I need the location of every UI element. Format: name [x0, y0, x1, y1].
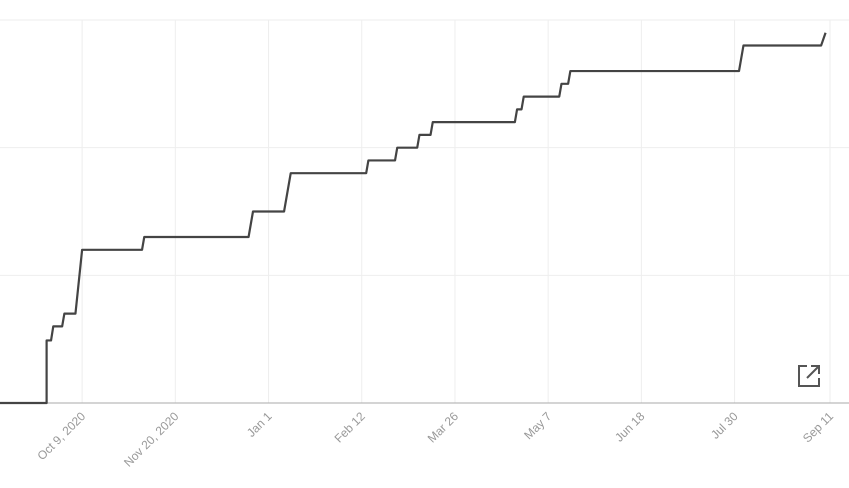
x-tick-label: Mar 26	[425, 409, 462, 446]
data-line	[0, 32, 827, 405]
x-tick-label: Jan 1	[244, 409, 275, 440]
icon-arrow	[806, 365, 820, 379]
x-tick-label: Oct 9, 2020	[34, 409, 88, 463]
x-tick-label: Jun 18	[612, 409, 648, 445]
x-tick-label: Jul 30	[708, 409, 741, 442]
external-link-icon[interactable]	[798, 365, 820, 387]
x-tick-label: Feb 12	[332, 409, 369, 446]
x-tick-label: Nov 20, 2020	[121, 409, 182, 470]
x-tick-label: Sep 11	[800, 409, 836, 445]
x-tick-label: May 7	[521, 409, 554, 442]
icon-box	[798, 365, 820, 387]
